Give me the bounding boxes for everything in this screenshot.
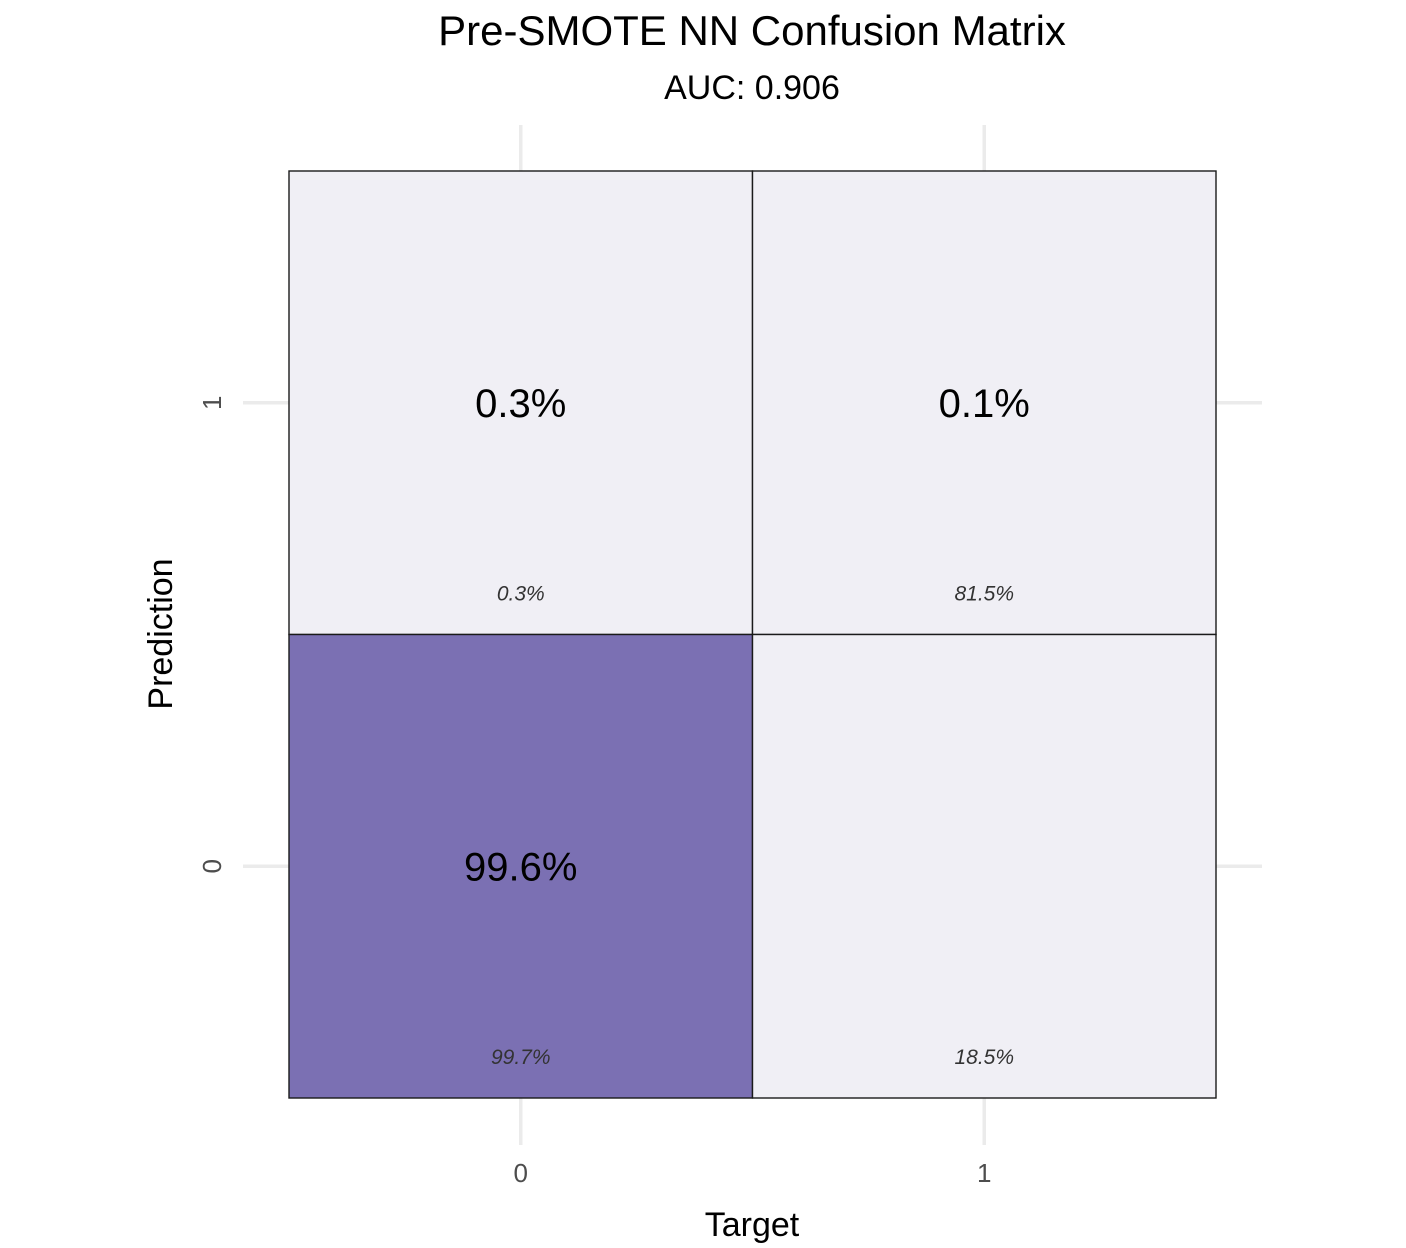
cell-column-percent-label: 81.5% bbox=[954, 583, 1014, 606]
cell-target-0-pred-0 bbox=[288, 633, 754, 1099]
cell-target-1-pred-0 bbox=[751, 633, 1217, 1099]
y-tick-label-0: 0 bbox=[197, 859, 227, 873]
matrix-cells bbox=[288, 170, 1217, 1099]
cell-column-percent-label: 0.3% bbox=[497, 583, 545, 606]
cell-column-percent-label: 18.5% bbox=[954, 1046, 1014, 1069]
y-axis-title: Prediction bbox=[142, 558, 180, 709]
x-axis-title: Target bbox=[705, 1206, 800, 1244]
cell-value-label: 0.1% bbox=[939, 382, 1030, 426]
cell-value-label: 0.3% bbox=[475, 382, 566, 426]
cell-column-percent-label: 99.7% bbox=[491, 1046, 551, 1069]
axis-ticks: 0 1 0 1 bbox=[197, 396, 991, 1188]
chart-title: Pre-SMOTE NN Confusion Matrix bbox=[438, 7, 1066, 54]
y-tick-label-1: 1 bbox=[197, 396, 227, 410]
x-tick-label-0: 0 bbox=[514, 1158, 528, 1188]
cell-value-label: 99.6% bbox=[464, 845, 577, 889]
cell-target-0-pred-1 bbox=[288, 170, 754, 636]
cell-labels: 0.3% 0.3% 0.1% 81.5% 99.6% 99.7% 18.5% bbox=[464, 382, 1030, 1069]
chart-subtitle: AUC: 0.906 bbox=[664, 69, 840, 107]
x-tick-label-1: 1 bbox=[977, 1158, 991, 1188]
